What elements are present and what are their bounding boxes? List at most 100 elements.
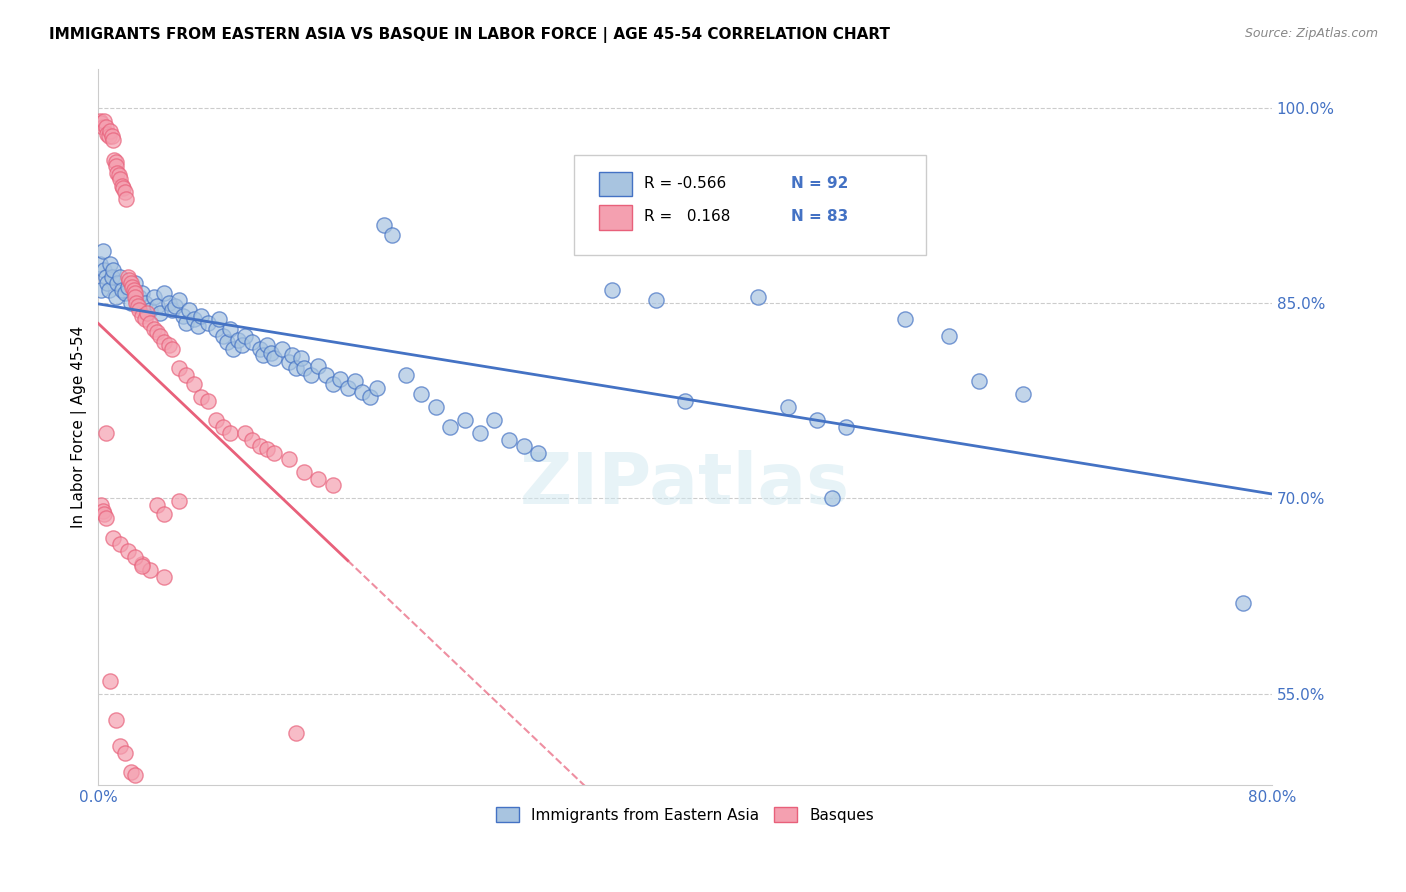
Point bbox=[285, 361, 308, 376]
Point bbox=[187, 319, 209, 334]
Point bbox=[89, 257, 111, 271]
FancyBboxPatch shape bbox=[599, 205, 633, 230]
Point bbox=[91, 504, 114, 518]
Point bbox=[222, 342, 245, 356]
Point bbox=[233, 328, 256, 343]
Point bbox=[100, 129, 122, 144]
Point bbox=[153, 335, 176, 350]
Point bbox=[110, 537, 132, 551]
Point bbox=[163, 299, 186, 313]
Point bbox=[292, 466, 315, 480]
Point bbox=[108, 169, 131, 183]
Point bbox=[124, 550, 146, 565]
Legend: Immigrants from Eastern Asia, Basques: Immigrants from Eastern Asia, Basques bbox=[484, 795, 887, 835]
Point bbox=[527, 446, 550, 460]
Point bbox=[103, 153, 125, 167]
Point bbox=[120, 277, 142, 291]
Point bbox=[322, 478, 344, 492]
Point bbox=[157, 337, 180, 351]
Point bbox=[513, 439, 536, 453]
Point bbox=[94, 511, 117, 525]
Point bbox=[197, 393, 219, 408]
Point bbox=[94, 120, 117, 135]
Point bbox=[90, 116, 112, 130]
Point bbox=[93, 507, 115, 521]
Point bbox=[1232, 596, 1254, 610]
Point bbox=[299, 368, 322, 382]
Point bbox=[138, 302, 160, 317]
Point bbox=[256, 337, 278, 351]
Point bbox=[96, 277, 118, 291]
Point bbox=[329, 371, 352, 385]
Point bbox=[104, 289, 127, 303]
Point bbox=[307, 472, 329, 486]
Point bbox=[217, 335, 239, 350]
Point bbox=[484, 413, 506, 427]
Point bbox=[263, 446, 285, 460]
Point bbox=[117, 280, 139, 294]
Point bbox=[117, 543, 139, 558]
Point bbox=[425, 401, 447, 415]
Point bbox=[212, 328, 235, 343]
Point bbox=[359, 390, 381, 404]
Point bbox=[179, 302, 201, 317]
Point bbox=[176, 368, 198, 382]
Point bbox=[94, 270, 117, 285]
Point bbox=[226, 333, 249, 347]
Point bbox=[131, 557, 153, 571]
Point bbox=[120, 296, 142, 310]
Point bbox=[204, 322, 226, 336]
Point bbox=[112, 181, 135, 195]
Point bbox=[128, 289, 150, 303]
Point bbox=[107, 277, 129, 291]
Point bbox=[93, 263, 115, 277]
Point bbox=[167, 293, 190, 308]
Point bbox=[290, 351, 312, 365]
Point bbox=[967, 374, 990, 388]
Point bbox=[366, 381, 388, 395]
Point bbox=[183, 376, 205, 391]
Point bbox=[107, 166, 129, 180]
Point bbox=[149, 306, 172, 320]
Point bbox=[153, 569, 176, 583]
Point bbox=[894, 311, 917, 326]
Point bbox=[111, 178, 134, 193]
Point bbox=[97, 283, 120, 297]
Point bbox=[97, 129, 120, 144]
Point bbox=[1011, 387, 1033, 401]
Point bbox=[98, 673, 121, 688]
Point bbox=[212, 419, 235, 434]
Point bbox=[176, 316, 198, 330]
Point bbox=[146, 299, 169, 313]
Point bbox=[114, 186, 136, 200]
Text: IMMIGRANTS FROM EASTERN ASIA VS BASQUE IN LABOR FORCE | AGE 45-54 CORRELATION CH: IMMIGRANTS FROM EASTERN ASIA VS BASQUE I… bbox=[49, 27, 890, 43]
Point bbox=[101, 531, 124, 545]
Point bbox=[114, 746, 136, 760]
Point bbox=[120, 765, 142, 780]
Point bbox=[315, 368, 337, 382]
Point bbox=[938, 328, 960, 343]
Point bbox=[153, 285, 176, 300]
Point bbox=[104, 713, 127, 727]
Point bbox=[121, 280, 143, 294]
Point bbox=[104, 159, 127, 173]
Point bbox=[167, 361, 190, 376]
Point bbox=[98, 124, 121, 138]
Point bbox=[439, 419, 461, 434]
Point bbox=[644, 293, 666, 308]
Text: Source: ZipAtlas.com: Source: ZipAtlas.com bbox=[1244, 27, 1378, 40]
Point bbox=[110, 172, 132, 186]
Point bbox=[270, 342, 292, 356]
Point bbox=[231, 337, 253, 351]
Point bbox=[118, 272, 141, 286]
Point bbox=[249, 439, 271, 453]
Point bbox=[91, 244, 114, 258]
Point bbox=[322, 376, 344, 391]
Point bbox=[101, 133, 124, 147]
Point bbox=[190, 390, 212, 404]
Point bbox=[131, 559, 153, 574]
Point bbox=[128, 302, 150, 317]
Point bbox=[256, 442, 278, 456]
Point bbox=[600, 283, 623, 297]
Point bbox=[454, 413, 477, 427]
